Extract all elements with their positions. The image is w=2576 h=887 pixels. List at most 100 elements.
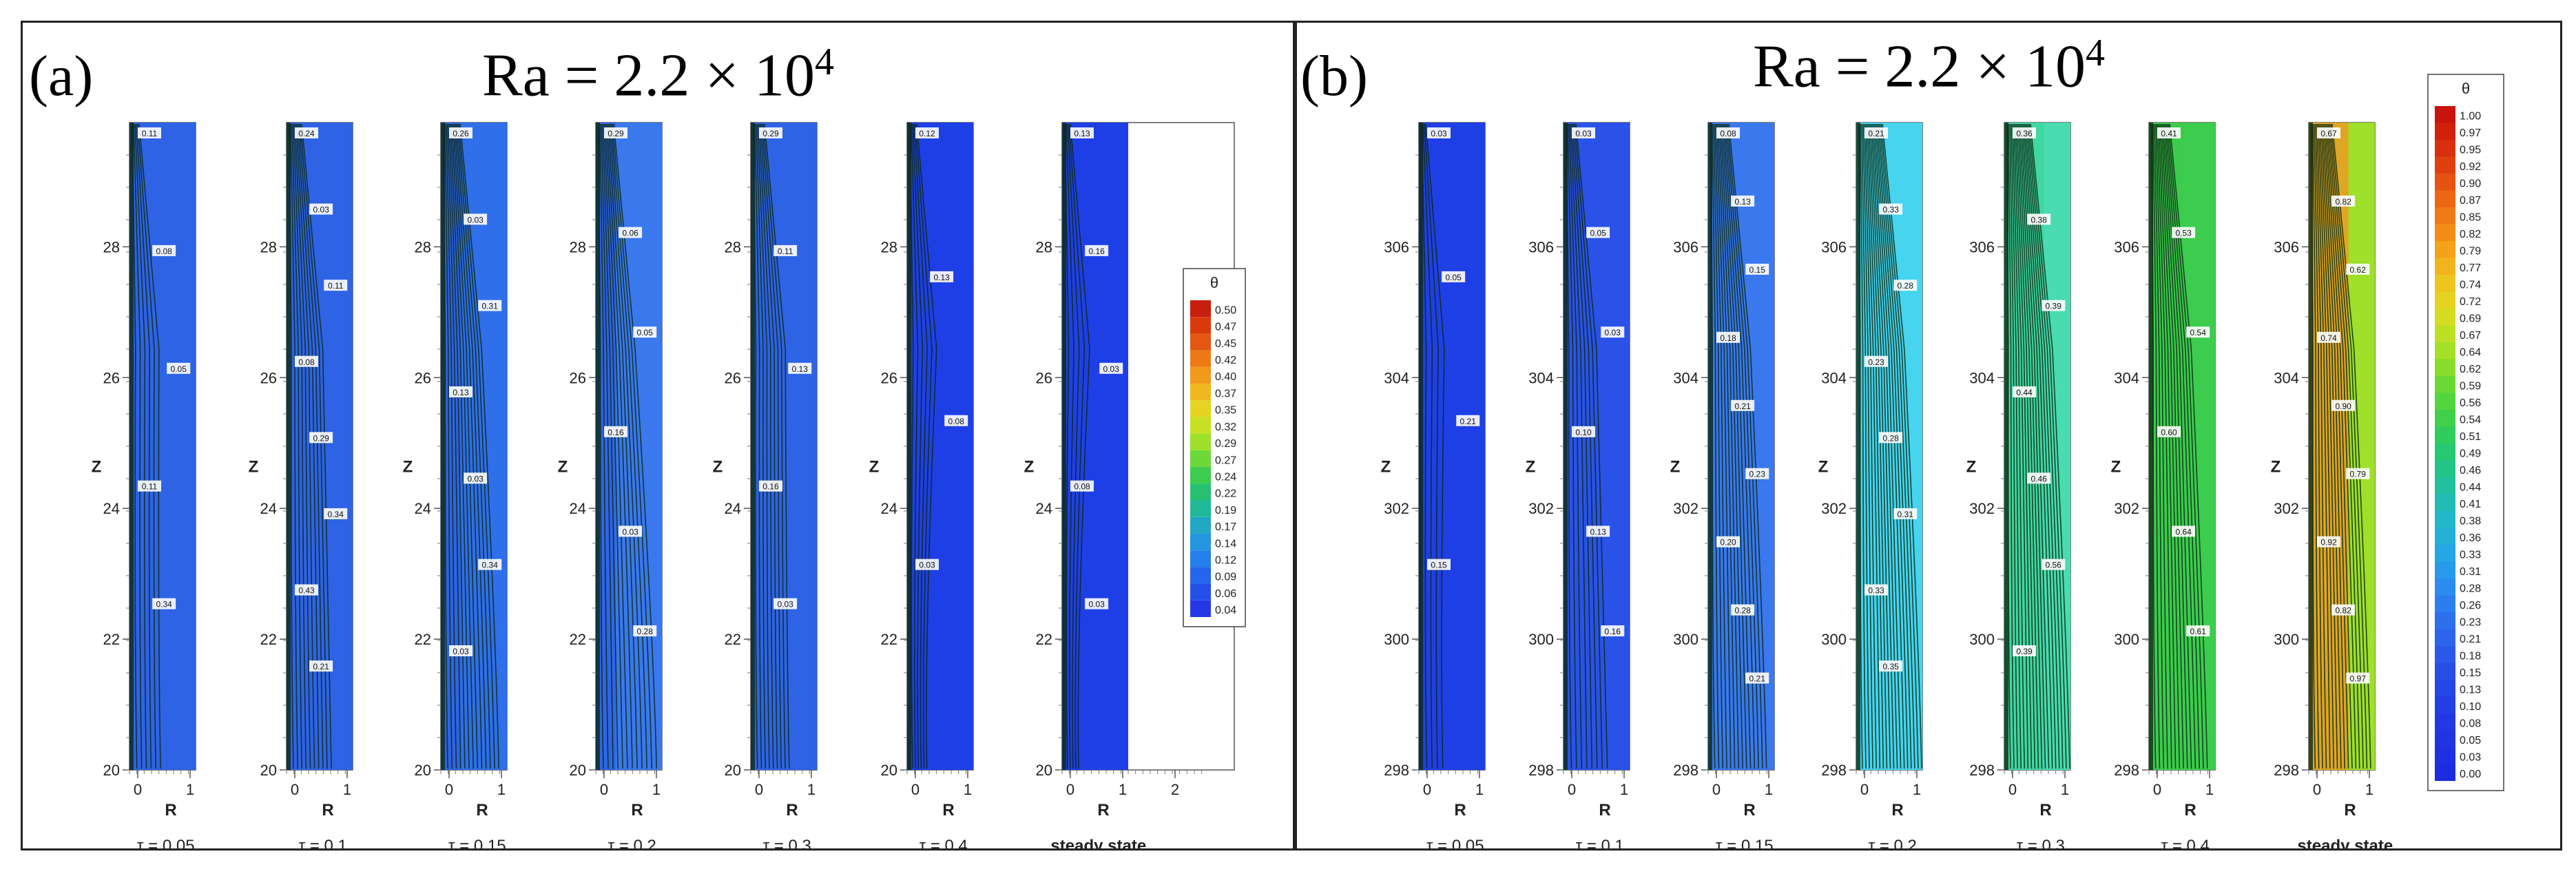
isotherm-line bbox=[2169, 123, 2208, 769]
plot-caption: τ = 0.1 bbox=[1576, 837, 1624, 851]
y-tick-label: 304 bbox=[2274, 369, 2299, 386]
contour-label-box bbox=[2172, 525, 2196, 537]
isotherm-line bbox=[2162, 123, 2188, 769]
contour-label: 0.11 bbox=[778, 247, 793, 256]
contour-label: 0.16 bbox=[1605, 627, 1621, 636]
y-tick-label: 304 bbox=[1969, 369, 1995, 386]
contour-label-box bbox=[309, 203, 333, 215]
legend-swatch bbox=[1190, 417, 1211, 434]
wall-band bbox=[2149, 123, 2153, 770]
legend-swatch bbox=[2435, 460, 2455, 477]
contour-label-box bbox=[1731, 195, 1755, 207]
legend-level-label: 0.22 bbox=[1215, 488, 1236, 500]
contour-label: 0.26 bbox=[453, 129, 469, 138]
legend-level-label: 0.44 bbox=[2460, 482, 2481, 494]
isotherm-line bbox=[1880, 123, 1919, 769]
legend-swatch bbox=[1190, 516, 1211, 534]
r-axis-label: R bbox=[1454, 801, 1466, 820]
isotherm-line bbox=[2026, 123, 2060, 769]
y-tick-label: 300 bbox=[1969, 631, 1995, 648]
isotherm-line bbox=[1716, 123, 1732, 769]
contour-label-box bbox=[1731, 604, 1755, 616]
contour-label-box bbox=[2186, 625, 2210, 637]
contour-label-box bbox=[2331, 195, 2356, 207]
isotherm-line bbox=[1879, 123, 1915, 769]
wall-band bbox=[596, 123, 600, 770]
r-axis-label: R bbox=[1599, 801, 1610, 820]
contour-label-box bbox=[788, 362, 812, 374]
legend-level-label: 0.38 bbox=[2460, 516, 2481, 528]
contour-label: 0.56 bbox=[2046, 561, 2062, 570]
contour-label: 0.64 bbox=[2175, 527, 2192, 536]
contour-plot-1: 0.11 0.08 0.05 0.11 0.34 20 22 24 26 28 Z 0 1Rτ = 0.… bbox=[92, 122, 196, 851]
x-tick-label: 1 bbox=[186, 781, 194, 798]
isotherm-line bbox=[605, 123, 628, 769]
legend-level-label: 0.14 bbox=[1215, 538, 1236, 550]
contour-label: 0.08 bbox=[948, 417, 965, 426]
contour-label: 0.20 bbox=[1720, 538, 1736, 547]
contour-label: 0.34 bbox=[482, 561, 499, 570]
contour-label: 0.16 bbox=[607, 428, 624, 437]
legend-swatch bbox=[2435, 309, 2455, 326]
y-tick-label: 300 bbox=[1528, 631, 1554, 648]
isotherm-line bbox=[916, 123, 937, 769]
contour-label: 0.29 bbox=[762, 129, 779, 138]
isotherm-line bbox=[2331, 123, 2371, 769]
isotherm-line bbox=[2016, 123, 2036, 769]
isotherm-line bbox=[1070, 123, 1090, 769]
legend-swatch bbox=[2435, 595, 2455, 612]
legend-swatch bbox=[2435, 140, 2455, 157]
r-axis-label: R bbox=[1097, 801, 1109, 820]
contour-label-box bbox=[1716, 331, 1740, 343]
y-tick-label: 20 bbox=[415, 762, 431, 779]
legend-level-label: 0.00 bbox=[2460, 769, 2481, 780]
contour-label-box bbox=[2027, 213, 2051, 225]
isotherm-line bbox=[2023, 123, 2053, 769]
y-tick-label: 28 bbox=[260, 238, 277, 255]
isotherm-line bbox=[1066, 123, 1075, 769]
contour-label-box bbox=[1099, 362, 1123, 374]
wall-band bbox=[1564, 123, 1568, 770]
y-tick-label: 306 bbox=[1673, 238, 1699, 255]
contour-label: 0.35 bbox=[1882, 662, 1899, 671]
legend-level-label: 0.15 bbox=[2460, 667, 2481, 679]
isotherm-line bbox=[1068, 123, 1086, 769]
wall-band bbox=[907, 123, 911, 770]
contour-label-box bbox=[2331, 399, 2356, 411]
contour-plot-7: 0.67 0.82 0.62 0.74 0.90 0.79 0.92 0.82 0.97 298 3… bbox=[2271, 122, 2393, 851]
legend-swatch bbox=[2435, 511, 2455, 528]
contour-label: 0.82 bbox=[2335, 197, 2351, 207]
isotherm-line bbox=[453, 123, 479, 769]
contour-label-box bbox=[295, 584, 318, 596]
isotherm-line bbox=[609, 123, 643, 769]
contour-label: 0.05 bbox=[1590, 229, 1606, 238]
wall-band bbox=[1708, 123, 1712, 770]
y-tick-label: 298 bbox=[2114, 762, 2139, 779]
contour-label-box bbox=[324, 280, 348, 291]
isotherm-line bbox=[2158, 123, 2177, 769]
x-tick-label: 1 bbox=[652, 781, 661, 798]
contour-label-box bbox=[478, 300, 502, 311]
contour-plot-3: 0.08 0.13 0.15 0.18 0.21 0.23 0.20 0.28 0.21 298 3… bbox=[1670, 122, 1775, 851]
contour-label: 0.13 bbox=[453, 388, 469, 397]
r-axis-label: R bbox=[2184, 801, 2196, 820]
isotherm-line bbox=[2012, 123, 2026, 769]
isotherm-line bbox=[758, 123, 774, 769]
legend-swatch bbox=[2435, 662, 2455, 680]
isotherm-line bbox=[2159, 123, 2181, 769]
legend-level-label: 0.77 bbox=[2460, 262, 2481, 274]
contour-label-box bbox=[930, 271, 954, 282]
legend-swatch bbox=[1190, 433, 1211, 450]
isotherm-line bbox=[1876, 123, 1909, 769]
contour-label: 0.79 bbox=[2350, 470, 2367, 479]
contour-label-box bbox=[2013, 645, 2036, 656]
contour-label: 0.08 bbox=[1074, 482, 1090, 492]
isotherm-line bbox=[2318, 123, 2334, 769]
wall-band bbox=[129, 123, 134, 770]
y-tick-label: 302 bbox=[2274, 500, 2299, 517]
legend-swatch bbox=[2435, 612, 2455, 629]
legend-swatch bbox=[2435, 190, 2455, 207]
contour-label-box bbox=[1745, 263, 1769, 275]
panel-a-title: Ra = 2.2 × 104 bbox=[482, 40, 834, 110]
